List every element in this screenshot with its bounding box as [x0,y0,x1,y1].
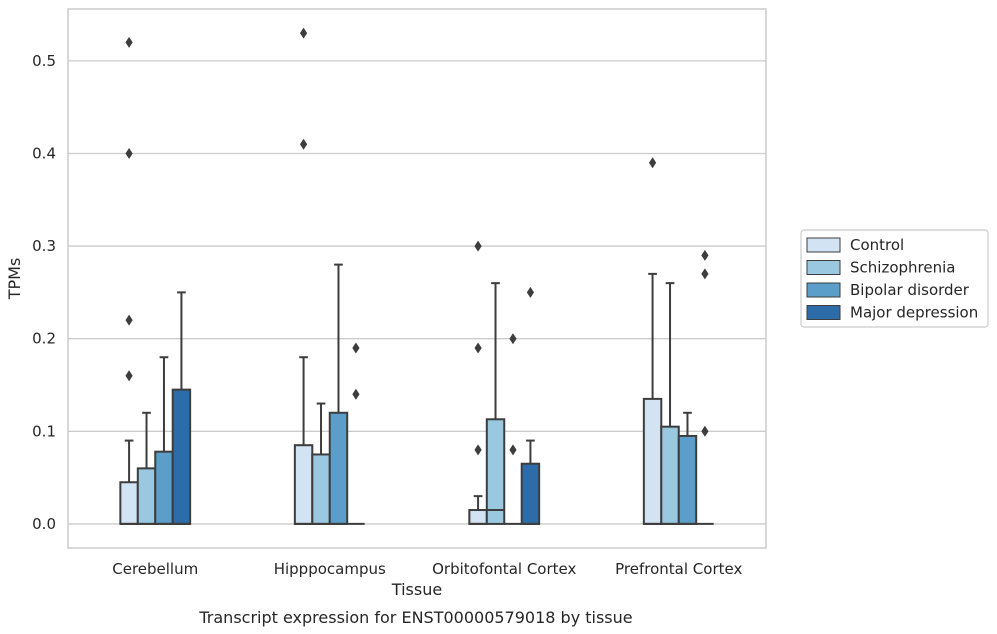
y-tick-label: 0.5 [32,52,56,70]
box [136,467,157,525]
box [642,397,663,525]
x-tick-label: Cerebellum [112,560,198,578]
outlier-point [474,342,482,354]
box [293,444,314,525]
outlier-point [474,444,482,456]
y-tick-label: 0.1 [32,422,56,440]
box [677,434,698,525]
y-axis-title: TPMs [5,258,24,301]
outlier-point [125,370,133,382]
outlier-point [474,240,482,252]
box [171,388,192,525]
box [154,450,174,525]
outlier-points [125,27,709,456]
outlier-point [352,388,360,400]
outlier-point [352,342,360,354]
box [328,411,349,525]
legend-swatch [806,282,841,298]
outlier-point [701,249,709,261]
y-tick-label: 0.0 [32,515,56,533]
outlier-point [509,333,517,345]
outlier-point [526,286,535,298]
x-axis-title: Tissue [391,580,442,599]
box-plots [119,263,714,525]
legend: Control Schizophrenia Bipolar disorder Majo… [800,229,989,328]
legend-label: Schizophrenia [850,259,955,277]
outlier-point [509,444,517,456]
legend-frame [800,229,989,328]
legend-swatch [806,305,841,320]
box [311,453,331,525]
box [485,418,506,525]
outlier-point [125,36,133,48]
box [660,425,680,525]
y-tick-label: 0.2 [32,330,56,348]
figure-caption: Transcript expression for ENST0000057901… [198,608,632,627]
box [520,462,541,525]
outlier-point [299,138,308,150]
legend-swatch [806,237,841,253]
outlier-point [299,27,308,39]
outlier-point [125,314,133,326]
box [119,481,139,525]
plot-frame [67,8,767,549]
y-tick-label: 0.3 [32,237,56,255]
x-tick-label: Hipppocampus [274,560,386,578]
x-tick-label: Prefrontal Cortex [615,560,742,578]
y-tick-label: 0.4 [32,144,56,162]
legend-swatch [806,260,841,275]
outlier-point [125,147,133,159]
outlier-point [648,157,657,169]
y-axis-ticks: 0.0 0.1 0.2 0.3 0.4 0.5 [32,52,56,533]
outlier-point [701,268,709,280]
x-axis-ticks: Cerebellum Hipppocampus Orbitofontal Corte… [112,560,742,578]
outlier-point [701,425,709,437]
legend-label: Major depression [850,304,978,322]
box [468,509,488,525]
legend-label: Bipolar disorder [850,281,970,299]
legend-label: Control [850,236,904,254]
x-tick-label: Orbitofontal Cortex [432,560,576,578]
